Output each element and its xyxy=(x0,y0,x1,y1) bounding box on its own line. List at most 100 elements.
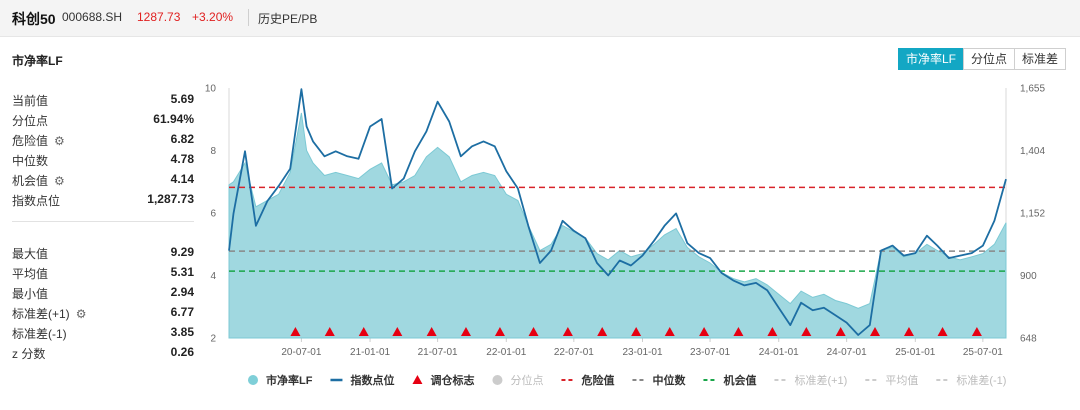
x-tick-label: 22-07-01 xyxy=(554,347,594,358)
rebalance-marker xyxy=(971,327,982,336)
stat-value: 61.94% xyxy=(153,112,194,126)
y-left-tick-label: 2 xyxy=(210,334,216,345)
stat-value: 3.85 xyxy=(170,325,194,339)
stat-percentile: 分位点 61.94% xyxy=(12,110,194,128)
metric-tabs: 市净率LF 分位点 标准差 xyxy=(898,48,1067,70)
legend-label: 机会值 xyxy=(723,373,756,387)
y-left-tick-label: 8 xyxy=(210,146,216,157)
stats-divider xyxy=(12,221,194,222)
legend-label: 标准差(+1) xyxy=(794,373,847,387)
panel-title: 市净率LF xyxy=(12,54,63,68)
rebalance-marker xyxy=(699,327,710,336)
stat-mean: 平均值 5.31 xyxy=(12,263,194,281)
legend-symbol-dot xyxy=(248,375,258,385)
index-level-line xyxy=(228,88,1007,336)
rebalance-marker xyxy=(392,327,403,336)
y-right-tick-label: 1,655 xyxy=(1020,84,1045,95)
legend-label: 平均值 xyxy=(885,374,918,387)
rebalance-marker xyxy=(324,327,335,336)
stat-label: 标准差(+1) xyxy=(12,307,70,321)
x-tick-label: 23-01-01 xyxy=(622,347,662,358)
page-subtitle: 历史PE/PB xyxy=(258,12,318,26)
stat-label: 机会值 xyxy=(12,174,49,188)
stat-value: 6.82 xyxy=(170,132,194,146)
top-bar: 科创50 000688.SH 1287.73 +3.20% 历史PE/PB xyxy=(0,0,1080,37)
y-right-tick-label: 1,404 xyxy=(1020,146,1045,157)
x-tick-label: 20-07-01 xyxy=(281,347,321,358)
gear-icon[interactable]: ⚙ xyxy=(54,134,65,148)
rebalance-marker xyxy=(460,327,471,336)
rebalance-marker xyxy=(903,327,914,336)
tab-std[interactable]: 标准差 xyxy=(1014,48,1067,70)
stat-label: 中位数 xyxy=(12,154,49,168)
stat-max: 最大值 9.29 xyxy=(12,243,194,261)
stat-value: 5.31 xyxy=(170,265,194,279)
rebalance-marker xyxy=(358,327,369,336)
x-tick-label: 25-01-01 xyxy=(895,347,935,358)
legend-symbol-triangle xyxy=(412,375,423,384)
y-right-tick-label: 900 xyxy=(1020,271,1037,282)
stat-std-minus: 标准差(-1) 3.85 xyxy=(12,323,194,341)
gear-icon[interactable]: ⚙ xyxy=(54,174,65,188)
x-tick-label: 22-01-01 xyxy=(486,347,526,358)
rebalance-marker xyxy=(562,327,573,336)
rebalance-marker xyxy=(426,327,437,336)
y-left-tick-label: 6 xyxy=(210,209,216,220)
rebalance-marker xyxy=(528,327,539,336)
rebalance-marker xyxy=(664,327,675,336)
rebalance-marker xyxy=(494,327,505,336)
x-tick-label: 24-01-01 xyxy=(759,347,799,358)
legend-label: 市净率LF xyxy=(266,373,313,387)
y-left-tick-label: 4 xyxy=(210,271,216,282)
legend-label: 调仓标志 xyxy=(430,373,474,387)
x-tick-label: 25-07-01 xyxy=(963,347,1003,358)
legend-label: 指数点位 xyxy=(350,373,394,387)
rebalance-marker xyxy=(597,327,608,336)
x-tick-label: 21-01-01 xyxy=(350,347,390,358)
y-right-tick-label: 1,152 xyxy=(1020,208,1045,219)
stat-danger: 危险值 ⚙ 6.82 xyxy=(12,130,194,148)
stat-label: 标准差(-1) xyxy=(12,327,67,341)
index-price: 1287.73 xyxy=(137,10,181,24)
x-tick-label: 21-07-01 xyxy=(418,347,458,358)
tab-percentile[interactable]: 分位点 xyxy=(963,48,1016,70)
legend-label: 分位点 xyxy=(510,373,543,387)
stat-value: 1,287.73 xyxy=(147,192,194,206)
stat-opportunity: 机会值 ⚙ 4.14 xyxy=(12,170,194,188)
legend-label: 中位数 xyxy=(652,373,686,387)
stat-value: 2.94 xyxy=(170,285,194,299)
index-change: +3.20% xyxy=(192,10,234,24)
rebalance-marker xyxy=(733,327,744,336)
stat-median: 中位数 4.78 xyxy=(12,150,194,168)
rebalance-marker xyxy=(801,327,812,336)
rebalance-marker xyxy=(290,327,301,336)
stat-label: 指数点位 xyxy=(12,194,61,208)
stat-current: 当前值 5.69 xyxy=(12,90,194,108)
stat-label: 最小值 xyxy=(12,287,49,301)
legend-symbol-dot xyxy=(492,375,503,385)
index-code: 000688.SH xyxy=(62,10,123,24)
stat-label: 当前值 xyxy=(12,94,49,108)
stat-z-score: z 分数 0.26 xyxy=(12,343,194,361)
stat-min: 最小值 2.94 xyxy=(12,283,194,301)
divider xyxy=(248,9,249,26)
tab-pb[interactable]: 市净率LF xyxy=(898,48,965,70)
gear-icon[interactable]: ⚙ xyxy=(75,307,87,321)
stat-label: 分位点 xyxy=(12,114,49,128)
stat-value: 4.14 xyxy=(170,172,194,186)
rebalance-marker xyxy=(937,327,948,336)
stat-value: 5.69 xyxy=(170,92,194,106)
x-tick-label: 23-07-01 xyxy=(690,347,730,358)
legend-label: 危险值 xyxy=(580,373,614,387)
stat-value: 6.77 xyxy=(170,305,194,319)
stat-value: 9.29 xyxy=(170,245,194,259)
x-tick-label: 24-07-01 xyxy=(827,347,867,358)
stat-value: 0.26 xyxy=(170,345,194,359)
rebalance-marker xyxy=(870,327,881,336)
stat-label: 最大值 xyxy=(12,247,49,261)
stat-label: 平均值 xyxy=(12,267,49,281)
rebalance-marker xyxy=(835,327,846,336)
stat-label: z 分数 xyxy=(12,347,46,361)
index-name: 科创50 xyxy=(12,11,56,27)
